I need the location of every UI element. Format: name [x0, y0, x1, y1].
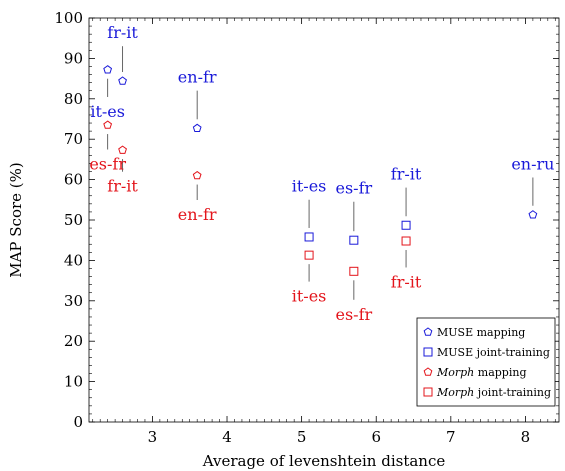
- point-morph-square: [401, 236, 411, 246]
- point-label: es-fr: [89, 155, 126, 174]
- y-tick-label: 10: [64, 373, 83, 391]
- legend-entry: Morph joint-training: [436, 386, 551, 399]
- x-axis-label: Average of levenshtein distance: [202, 452, 446, 470]
- x-tick-label: 6: [371, 428, 381, 446]
- point-morph-square: [349, 266, 359, 276]
- point-labels: fr-it it-es en-fr it-es es-fr fr-it en-ru es-fr…: [89, 23, 554, 324]
- point-label: fr-it: [107, 23, 138, 42]
- y-tick-label: 90: [64, 49, 83, 67]
- point-morph-pentagon: [118, 145, 127, 154]
- legend-entry: MUSE mapping: [437, 326, 525, 339]
- point-morph-square: [304, 250, 314, 260]
- legend-entry-name: Morph: [436, 386, 474, 399]
- point-morph-pentagon: [192, 170, 202, 180]
- point-morph-pentagon: [103, 120, 113, 129]
- y-tick-label: 0: [73, 413, 83, 431]
- point-muse-square: [401, 220, 411, 230]
- x-tick-label: 8: [521, 428, 531, 446]
- legend-entry-suffix: mapping: [473, 326, 525, 339]
- point-label: fr-it: [107, 177, 138, 196]
- point-muse-pentagon: [528, 210, 538, 219]
- y-tick-label: 100: [54, 9, 83, 27]
- point-label: es-fr: [336, 305, 373, 324]
- point-label: it-es: [292, 177, 327, 196]
- point-label: en-fr: [178, 68, 217, 87]
- point-muse-square: [349, 235, 359, 245]
- point-label: en-fr: [178, 205, 217, 224]
- leader-lines: [107, 46, 534, 300]
- point-muse-pentagon: [118, 76, 127, 85]
- y-tick-label: 80: [64, 90, 83, 108]
- legend-entry-name: Morph: [436, 366, 474, 379]
- legend-entry-name: MUSE: [437, 346, 473, 359]
- legend-marker-muse-square: [423, 347, 433, 357]
- x-tick-label: 7: [446, 428, 456, 446]
- legend-entry: MUSE joint-training: [437, 346, 550, 359]
- legend-marker-morph-square: [423, 387, 433, 397]
- legend-marker-muse-pentagon: [423, 327, 433, 336]
- y-tick-label: 30: [64, 292, 83, 310]
- point-label: it-es: [292, 287, 327, 306]
- legend-entry-suffix: joint-training: [473, 346, 550, 359]
- y-axis-label: MAP Score (%): [7, 162, 25, 278]
- point-muse-pentagon: [192, 123, 202, 133]
- x-tick-label: 4: [222, 428, 232, 446]
- y-tick-label: 50: [64, 211, 83, 229]
- y-tick-label: 20: [64, 332, 83, 350]
- legend-entry: Morph mapping: [436, 366, 527, 379]
- point-muse-pentagon: [103, 65, 113, 74]
- legend-entry-suffix: joint-training: [474, 386, 551, 399]
- point-label: it-es: [90, 102, 125, 121]
- x-tick-label: 3: [148, 428, 158, 446]
- data-points: [103, 65, 538, 276]
- legend-box: [416, 317, 556, 407]
- point-label: fr-it: [391, 165, 422, 184]
- point-label: es-fr: [336, 179, 373, 198]
- y-tick-label: 40: [64, 251, 83, 269]
- point-label: fr-it: [391, 272, 422, 291]
- y-tick-label: 60: [64, 171, 83, 189]
- y-tick-label: 70: [64, 130, 83, 148]
- point-label: en-ru: [511, 155, 554, 174]
- legend-marker-morph-pentagon: [423, 367, 433, 376]
- legend-entry-name: MUSE: [437, 326, 473, 339]
- point-muse-square: [304, 232, 314, 242]
- legend-entry-suffix: mapping: [474, 366, 526, 379]
- x-tick-label: 5: [297, 428, 307, 446]
